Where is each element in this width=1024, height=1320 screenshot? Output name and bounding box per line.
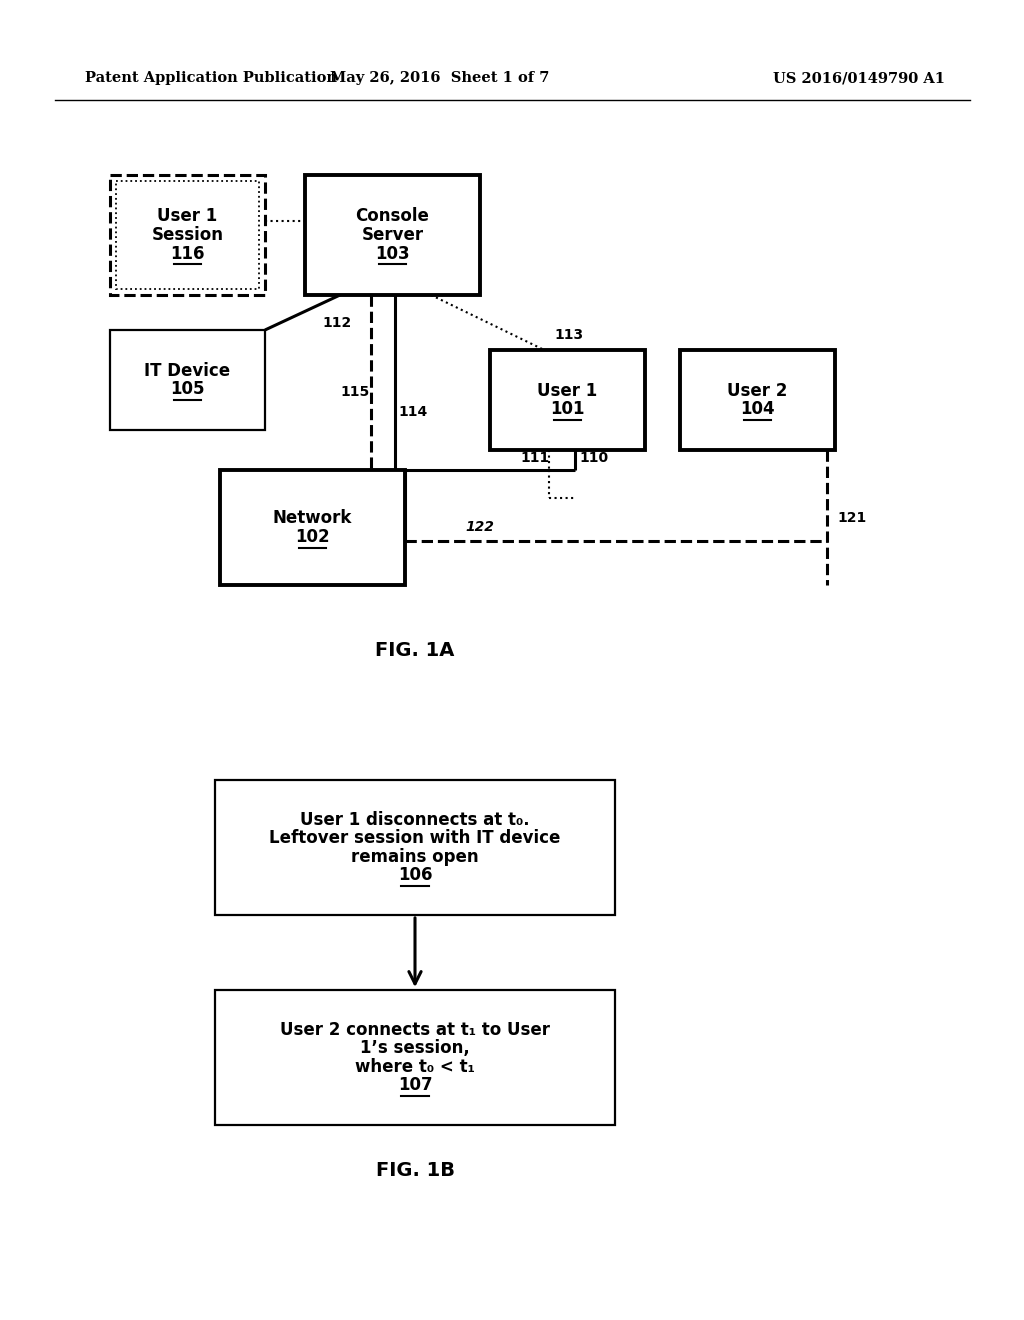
Text: Leftover session with IT device: Leftover session with IT device [269, 829, 561, 847]
Text: User 2 connects at t₁ to User: User 2 connects at t₁ to User [280, 1020, 550, 1039]
Bar [305, 176, 480, 294]
Text: 1’s session,: 1’s session, [360, 1039, 470, 1057]
Text: 111: 111 [521, 451, 550, 465]
Text: remains open: remains open [351, 847, 479, 866]
Text: US 2016/0149790 A1: US 2016/0149790 A1 [773, 71, 945, 84]
Bar [490, 350, 645, 450]
Text: IT Device: IT Device [144, 362, 230, 380]
Text: User 1: User 1 [538, 381, 598, 400]
Text: 103: 103 [375, 244, 410, 263]
Text: Session: Session [152, 226, 223, 244]
Text: 114: 114 [398, 405, 428, 420]
Text: 122: 122 [465, 520, 494, 535]
Text: User 2: User 2 [727, 381, 787, 400]
Text: 116: 116 [170, 244, 205, 263]
Text: where t₀ < t₁: where t₀ < t₁ [355, 1057, 475, 1076]
Text: 106: 106 [397, 866, 432, 884]
Text: May 26, 2016  Sheet 1 of 7: May 26, 2016 Sheet 1 of 7 [331, 71, 550, 84]
Text: FIG. 1A: FIG. 1A [376, 640, 455, 660]
Text: 121: 121 [837, 511, 866, 524]
Text: Network: Network [272, 510, 352, 527]
Text: 107: 107 [397, 1076, 432, 1094]
Text: 102: 102 [295, 528, 330, 545]
Text: 105: 105 [170, 380, 205, 399]
Bar [116, 181, 259, 289]
Text: 101: 101 [550, 400, 585, 418]
Bar [110, 176, 265, 294]
Bar [215, 990, 615, 1125]
Text: Patent Application Publication: Patent Application Publication [85, 71, 337, 84]
Text: 110: 110 [580, 451, 608, 465]
Bar [215, 780, 615, 915]
Bar [680, 350, 835, 450]
Text: 115: 115 [341, 385, 370, 400]
Text: Console: Console [355, 207, 429, 226]
Bar [110, 330, 265, 430]
Text: User 1: User 1 [158, 207, 218, 226]
Text: FIG. 1B: FIG. 1B [376, 1160, 455, 1180]
Text: Server: Server [361, 226, 424, 244]
Text: 113: 113 [554, 327, 584, 342]
Bar [220, 470, 406, 585]
Text: User 1 disconnects at t₀.: User 1 disconnects at t₀. [300, 810, 529, 829]
Text: 104: 104 [740, 400, 775, 418]
Text: 112: 112 [322, 315, 351, 330]
